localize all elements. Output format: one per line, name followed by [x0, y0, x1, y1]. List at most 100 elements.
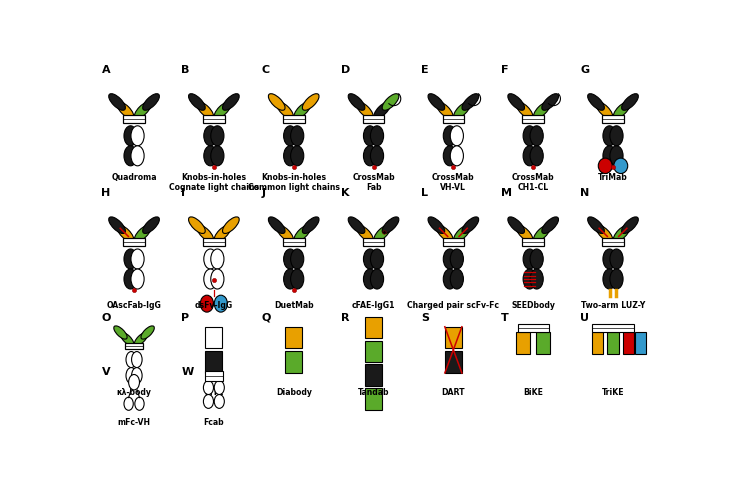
Text: W: W — [182, 367, 194, 377]
Text: K: K — [341, 188, 350, 198]
Ellipse shape — [603, 269, 616, 289]
Ellipse shape — [436, 102, 453, 119]
Ellipse shape — [454, 225, 470, 242]
Ellipse shape — [610, 126, 623, 146]
Ellipse shape — [443, 269, 457, 289]
Bar — [285, 327, 302, 348]
Ellipse shape — [436, 225, 453, 242]
Ellipse shape — [523, 249, 536, 269]
Bar — [283, 115, 304, 123]
Text: BiKE: BiKE — [524, 389, 543, 397]
Bar — [536, 332, 550, 354]
Ellipse shape — [109, 94, 125, 110]
Ellipse shape — [290, 146, 304, 166]
Text: Fcab: Fcab — [203, 417, 224, 427]
Text: Diabody: Diabody — [276, 389, 312, 397]
Text: dsFv-IgG: dsFv-IgG — [195, 301, 233, 310]
Text: CrossMab
VH-VL: CrossMab VH-VL — [432, 173, 475, 192]
Bar — [602, 238, 624, 246]
Ellipse shape — [523, 126, 536, 146]
Ellipse shape — [462, 94, 478, 110]
Ellipse shape — [142, 217, 160, 233]
Ellipse shape — [364, 269, 376, 289]
Text: TriKE: TriKE — [602, 389, 624, 397]
Ellipse shape — [268, 94, 285, 110]
Bar — [363, 238, 384, 246]
Ellipse shape — [523, 146, 536, 166]
Ellipse shape — [126, 351, 136, 368]
Ellipse shape — [610, 146, 623, 166]
Ellipse shape — [214, 225, 231, 242]
Ellipse shape — [196, 225, 214, 242]
Text: DuetMab: DuetMab — [274, 301, 314, 310]
Ellipse shape — [204, 249, 217, 269]
Ellipse shape — [188, 217, 206, 233]
Text: TriMab: TriMab — [598, 173, 628, 182]
Ellipse shape — [542, 217, 559, 233]
Bar — [206, 351, 223, 373]
Bar — [445, 351, 462, 373]
Text: κλ-body: κλ-body — [116, 389, 152, 397]
Ellipse shape — [135, 397, 144, 410]
Ellipse shape — [364, 249, 376, 269]
Ellipse shape — [603, 249, 616, 269]
Ellipse shape — [530, 126, 543, 146]
Ellipse shape — [284, 126, 297, 146]
Ellipse shape — [622, 217, 638, 233]
Ellipse shape — [428, 94, 445, 110]
Ellipse shape — [302, 94, 319, 110]
Ellipse shape — [614, 225, 630, 242]
Text: C: C — [261, 65, 269, 75]
Ellipse shape — [214, 381, 224, 394]
Ellipse shape — [126, 368, 136, 384]
Ellipse shape — [370, 249, 383, 269]
Text: H: H — [101, 188, 111, 198]
Text: R: R — [341, 313, 350, 323]
Bar — [365, 365, 382, 386]
Ellipse shape — [120, 332, 134, 345]
Ellipse shape — [203, 394, 214, 408]
Ellipse shape — [203, 381, 214, 394]
Ellipse shape — [214, 394, 224, 408]
Ellipse shape — [533, 225, 550, 242]
Text: cFAE-IgG1: cFAE-IgG1 — [352, 301, 395, 310]
Ellipse shape — [211, 249, 224, 269]
Ellipse shape — [294, 102, 310, 119]
Text: S: S — [421, 313, 429, 323]
Ellipse shape — [117, 225, 134, 242]
Text: Two-arm LUZ-Y: Two-arm LUZ-Y — [580, 301, 645, 310]
Ellipse shape — [211, 146, 224, 166]
Bar — [203, 238, 225, 246]
Ellipse shape — [614, 102, 630, 119]
Ellipse shape — [542, 94, 559, 110]
Ellipse shape — [610, 269, 623, 289]
Ellipse shape — [109, 217, 125, 233]
Bar — [365, 317, 382, 338]
Ellipse shape — [129, 374, 140, 390]
Bar — [365, 389, 382, 410]
Bar — [283, 238, 304, 246]
Text: mFc-VH: mFc-VH — [118, 417, 151, 427]
Text: CrossMab
CH1-CL: CrossMab CH1-CL — [512, 173, 554, 192]
Bar — [518, 324, 549, 332]
Ellipse shape — [284, 269, 297, 289]
Ellipse shape — [530, 269, 543, 289]
Ellipse shape — [516, 102, 532, 119]
Ellipse shape — [370, 126, 383, 146]
Ellipse shape — [588, 94, 604, 110]
Bar — [608, 332, 619, 354]
Bar — [363, 115, 384, 123]
Text: D: D — [341, 65, 350, 75]
Ellipse shape — [382, 217, 399, 233]
Ellipse shape — [290, 249, 304, 269]
Text: L: L — [421, 188, 428, 198]
Ellipse shape — [142, 94, 160, 110]
Ellipse shape — [134, 102, 152, 119]
Bar — [442, 115, 464, 123]
Text: SEEDbody: SEEDbody — [512, 301, 555, 310]
Bar — [206, 327, 223, 348]
Text: BiTE: BiTE — [204, 389, 224, 397]
Ellipse shape — [290, 269, 304, 289]
Ellipse shape — [117, 102, 134, 119]
Ellipse shape — [374, 225, 391, 242]
